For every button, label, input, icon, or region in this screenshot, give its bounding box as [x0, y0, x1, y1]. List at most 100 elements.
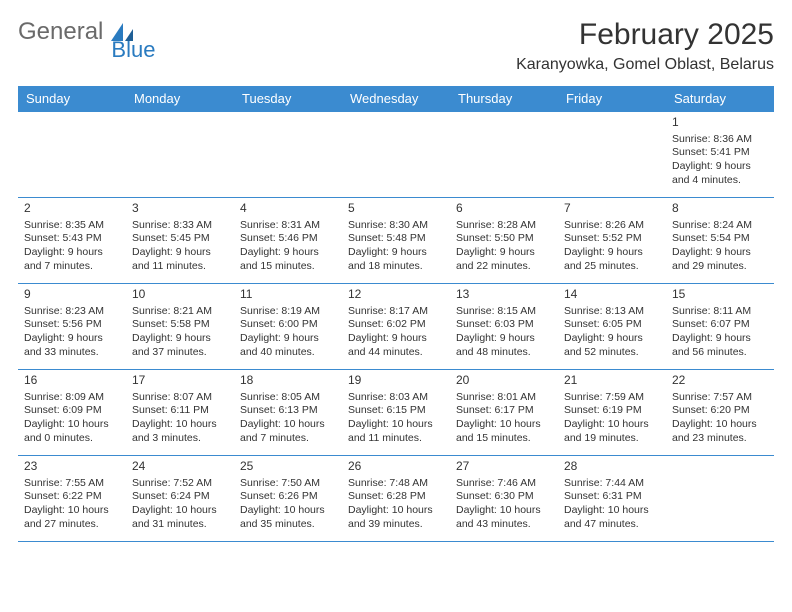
title-block: February 2025 Karanyowka, Gomel Oblast, …	[516, 18, 774, 74]
calendar-day-cell: 1Sunrise: 8:36 AMSunset: 5:41 PMDaylight…	[666, 112, 774, 198]
day-number: 3	[132, 201, 228, 217]
day-number: 22	[672, 373, 768, 389]
calendar-empty-cell	[666, 456, 774, 542]
daylight-line: Daylight: 9 hours and 56 minutes.	[672, 332, 768, 359]
calendar-day-cell: 11Sunrise: 8:19 AMSunset: 6:00 PMDayligh…	[234, 284, 342, 370]
sunrise-line: Sunrise: 7:59 AM	[564, 391, 660, 405]
daylight-line: Daylight: 9 hours and 33 minutes.	[24, 332, 120, 359]
sunrise-line: Sunrise: 7:44 AM	[564, 477, 660, 491]
sunrise-line: Sunrise: 7:57 AM	[672, 391, 768, 405]
sunrise-line: Sunrise: 8:07 AM	[132, 391, 228, 405]
day-number: 15	[672, 287, 768, 303]
daylight-line: Daylight: 10 hours and 0 minutes.	[24, 418, 120, 445]
daylight-line: Daylight: 9 hours and 15 minutes.	[240, 246, 336, 273]
calendar-day-cell: 16Sunrise: 8:09 AMSunset: 6:09 PMDayligh…	[18, 370, 126, 456]
calendar-day-cell: 2Sunrise: 8:35 AMSunset: 5:43 PMDaylight…	[18, 198, 126, 284]
calendar-day-cell: 3Sunrise: 8:33 AMSunset: 5:45 PMDaylight…	[126, 198, 234, 284]
calendar-day-cell: 28Sunrise: 7:44 AMSunset: 6:31 PMDayligh…	[558, 456, 666, 542]
day-header: Monday	[126, 86, 234, 112]
calendar-day-cell: 13Sunrise: 8:15 AMSunset: 6:03 PMDayligh…	[450, 284, 558, 370]
day-header: Friday	[558, 86, 666, 112]
sunrise-line: Sunrise: 8:26 AM	[564, 219, 660, 233]
day-number: 20	[456, 373, 552, 389]
day-number: 2	[24, 201, 120, 217]
calendar-day-cell: 7Sunrise: 8:26 AMSunset: 5:52 PMDaylight…	[558, 198, 666, 284]
calendar-day-cell: 10Sunrise: 8:21 AMSunset: 5:58 PMDayligh…	[126, 284, 234, 370]
daylight-line: Daylight: 9 hours and 22 minutes.	[456, 246, 552, 273]
sunrise-line: Sunrise: 7:48 AM	[348, 477, 444, 491]
daylight-line: Daylight: 10 hours and 35 minutes.	[240, 504, 336, 531]
sunrise-line: Sunrise: 7:55 AM	[24, 477, 120, 491]
calendar-day-cell: 27Sunrise: 7:46 AMSunset: 6:30 PMDayligh…	[450, 456, 558, 542]
sunset-line: Sunset: 5:48 PM	[348, 232, 444, 246]
day-number: 10	[132, 287, 228, 303]
daylight-line: Daylight: 9 hours and 29 minutes.	[672, 246, 768, 273]
sunrise-line: Sunrise: 8:36 AM	[672, 133, 768, 147]
sunset-line: Sunset: 6:26 PM	[240, 490, 336, 504]
calendar-day-cell: 6Sunrise: 8:28 AMSunset: 5:50 PMDaylight…	[450, 198, 558, 284]
daylight-line: Daylight: 10 hours and 19 minutes.	[564, 418, 660, 445]
calendar-day-cell: 15 Sunrise: 8:11 AMSunset: 6:07 PMDayligh…	[666, 284, 774, 370]
daylight-line: Daylight: 9 hours and 40 minutes.	[240, 332, 336, 359]
daylight-line: Daylight: 10 hours and 43 minutes.	[456, 504, 552, 531]
calendar-day-cell: 14Sunrise: 8:13 AMSunset: 6:05 PMDayligh…	[558, 284, 666, 370]
sunset-line: Sunset: 6:09 PM	[24, 404, 120, 418]
sunrise-line: Sunrise: 8:17 AM	[348, 305, 444, 319]
daylight-line: Daylight: 9 hours and 11 minutes.	[132, 246, 228, 273]
day-header-row: Sunday Monday Tuesday Wednesday Thursday…	[18, 86, 774, 112]
day-number: 18	[240, 373, 336, 389]
calendar-day-cell: 23Sunrise: 7:55 AMSunset: 6:22 PMDayligh…	[18, 456, 126, 542]
daylight-line: Daylight: 10 hours and 39 minutes.	[348, 504, 444, 531]
day-header: Tuesday	[234, 86, 342, 112]
day-number: 6	[456, 201, 552, 217]
sunset-line: Sunset: 5:43 PM	[24, 232, 120, 246]
daylight-line: Daylight: 9 hours and 37 minutes.	[132, 332, 228, 359]
daylight-line: Daylight: 10 hours and 7 minutes.	[240, 418, 336, 445]
sunrise-line: Sunrise: 8:11 AM	[672, 305, 768, 319]
calendar-week-row: 1Sunrise: 8:36 AMSunset: 5:41 PMDaylight…	[18, 112, 774, 198]
daylight-line: Daylight: 10 hours and 31 minutes.	[132, 504, 228, 531]
sunrise-line: Sunrise: 7:52 AM	[132, 477, 228, 491]
location-subtitle: Karanyowka, Gomel Oblast, Belarus	[516, 56, 774, 74]
sunrise-line: Sunrise: 8:33 AM	[132, 219, 228, 233]
daylight-line: Daylight: 10 hours and 15 minutes.	[456, 418, 552, 445]
sunset-line: Sunset: 6:13 PM	[240, 404, 336, 418]
calendar-day-cell: 9Sunrise: 8:23 AMSunset: 5:56 PMDaylight…	[18, 284, 126, 370]
daylight-line: Daylight: 10 hours and 3 minutes.	[132, 418, 228, 445]
sunset-line: Sunset: 6:11 PM	[132, 404, 228, 418]
sunset-line: Sunset: 5:41 PM	[672, 146, 768, 160]
day-number: 1	[672, 115, 768, 131]
sunset-line: Sunset: 6:15 PM	[348, 404, 444, 418]
day-number: 13	[456, 287, 552, 303]
calendar-day-cell: 20 Sunrise: 8:01 AMSunset: 6:17 PMDayligh…	[450, 370, 558, 456]
day-number: 24	[132, 459, 228, 475]
sunset-line: Sunset: 5:46 PM	[240, 232, 336, 246]
sunset-line: Sunset: 6:00 PM	[240, 318, 336, 332]
calendar-empty-cell	[450, 112, 558, 198]
logo-text-blue: Blue	[111, 37, 155, 63]
calendar-empty-cell	[342, 112, 450, 198]
sunrise-line: Sunrise: 8:31 AM	[240, 219, 336, 233]
sunrise-line: Sunrise: 8:35 AM	[24, 219, 120, 233]
day-number: 25	[240, 459, 336, 475]
sunset-line: Sunset: 5:58 PM	[132, 318, 228, 332]
calendar-week-row: 23Sunrise: 7:55 AMSunset: 6:22 PMDayligh…	[18, 456, 774, 542]
calendar-empty-cell	[18, 112, 126, 198]
sunset-line: Sunset: 6:07 PM	[672, 318, 768, 332]
logo: General Blue	[18, 18, 183, 46]
sunset-line: Sunset: 6:17 PM	[456, 404, 552, 418]
sunrise-line: Sunrise: 8:01 AM	[456, 391, 552, 405]
calendar-table: Sunday Monday Tuesday Wednesday Thursday…	[18, 86, 774, 542]
sunrise-line: Sunrise: 8:24 AM	[672, 219, 768, 233]
sunrise-line: Sunrise: 8:15 AM	[456, 305, 552, 319]
sunset-line: Sunset: 6:02 PM	[348, 318, 444, 332]
day-header: Saturday	[666, 86, 774, 112]
calendar-week-row: 2 Sunrise: 8:35 AMSunset: 5:43 PM Daylight…	[18, 198, 774, 284]
header: General Blue February 2025 Karanyowka, G…	[18, 18, 774, 74]
calendar-empty-cell	[234, 112, 342, 198]
day-number: 5	[348, 201, 444, 217]
day-number: 12	[348, 287, 444, 303]
day-number: 7	[564, 201, 660, 217]
sunset-line: Sunset: 6:22 PM	[24, 490, 120, 504]
sunset-line: Sunset: 6:20 PM	[672, 404, 768, 418]
